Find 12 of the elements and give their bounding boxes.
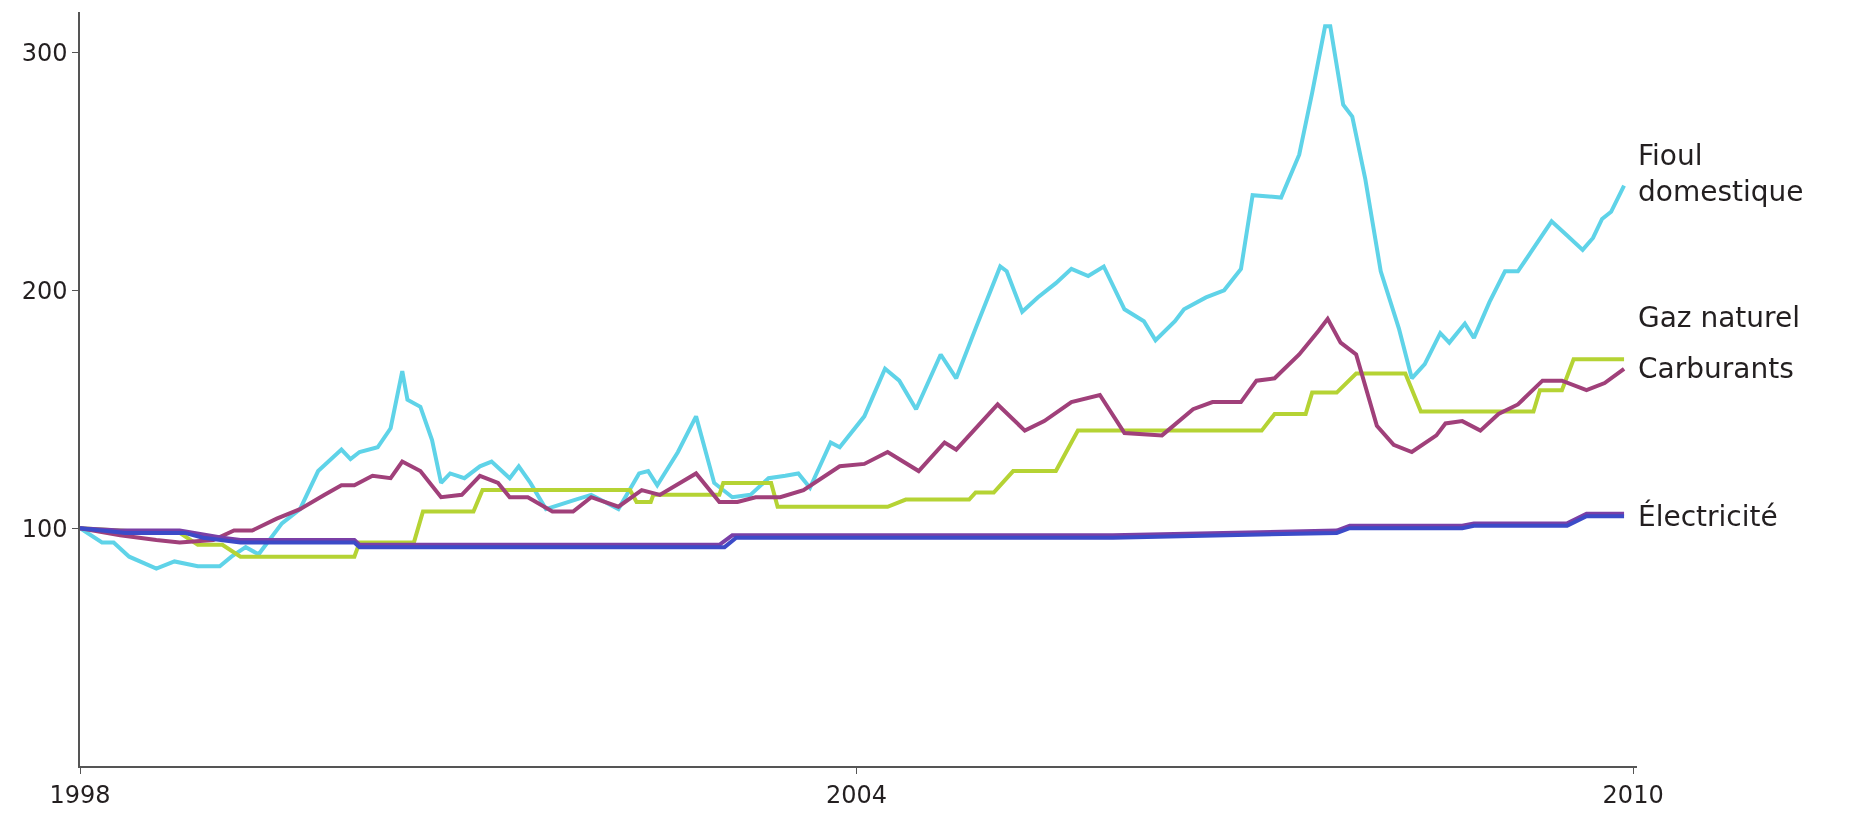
y-tick-label: 200 — [21, 276, 68, 305]
line-series — [80, 316, 1627, 545]
y-tick-label: 300 — [21, 38, 68, 67]
line-series — [80, 24, 1627, 571]
series-label: Gaz naturel — [1638, 301, 1800, 334]
x-tick-label: 1998 — [49, 780, 111, 809]
series-label: Électricité — [1638, 499, 1778, 533]
y-tick-label: 100 — [21, 514, 68, 543]
series-label: Fioul domestique — [1638, 139, 1804, 209]
x-tick-label: 2010 — [1602, 780, 1664, 809]
series-label: Carburants — [1638, 352, 1794, 385]
x-tick-label: 2004 — [826, 780, 888, 809]
